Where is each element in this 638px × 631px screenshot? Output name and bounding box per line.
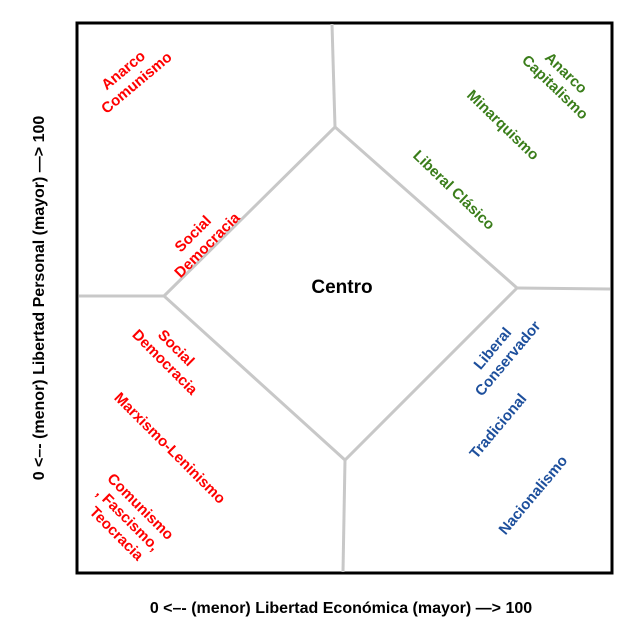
diagram-border [75, 21, 614, 575]
svg-text:Comunismo , Fascismo,: Comunismo , Fascismo, Teocracia [78, 470, 180, 572]
svg-text:Anarco Capitalismo: Anarco Capitalismo [518, 39, 603, 123]
x-axis-label: 0 <–- (menor) Libertad Económica (mayor)… [150, 600, 532, 617]
label-tradicional: Tradicional [466, 391, 530, 463]
y-axis-label-group: 0 <–- (menor) Libertad Personal (mayor) … [31, 116, 48, 481]
label-social-democracia-bottom: Social Democracia [128, 314, 213, 399]
label-anarco-comunismo: Anarco Comunismo [87, 35, 176, 118]
svg-text:Anarco Comunismo: Anarco Comunismo [87, 35, 176, 118]
label-social-democracia-top: Social Democracia [159, 196, 244, 282]
label-liberal-clasico: Liberal Clásico [409, 147, 498, 233]
label-minarquismo: Minarquismo [463, 87, 542, 164]
divider-top [330, 23, 337, 128]
svg-text:Tradicional: Tradicional [466, 391, 530, 463]
svg-text:Social Democracia: Social Democracia [128, 314, 213, 399]
divider-bottom [341, 459, 347, 573]
center-label: Centro [311, 277, 372, 298]
svg-text:Nacionalismo: Nacionalismo [496, 453, 572, 539]
label-comunismo-fascismo-teocracia: Comunismo , Fascismo, Teocracia [78, 470, 180, 572]
svg-text:Liberal Conservador: Liberal Conservador [458, 306, 544, 400]
y-axis-label: 0 <–- (menor) Libertad Personal (mayor) … [31, 116, 48, 481]
region-dividers [79, 23, 611, 573]
svg-text:Social Democracia: Social Democracia [159, 196, 244, 281]
label-nacionalismo: Nacionalismo [496, 453, 572, 539]
svg-text:Liberal Clásico: Liberal Clásico [409, 147, 498, 233]
label-anarco-capitalismo: Anarco Capitalismo [518, 39, 603, 123]
svg-text:Minarquismo: Minarquismo [463, 87, 542, 164]
divider-right [516, 286, 611, 291]
label-liberal-conservador: Liberal Conservador [458, 306, 545, 400]
